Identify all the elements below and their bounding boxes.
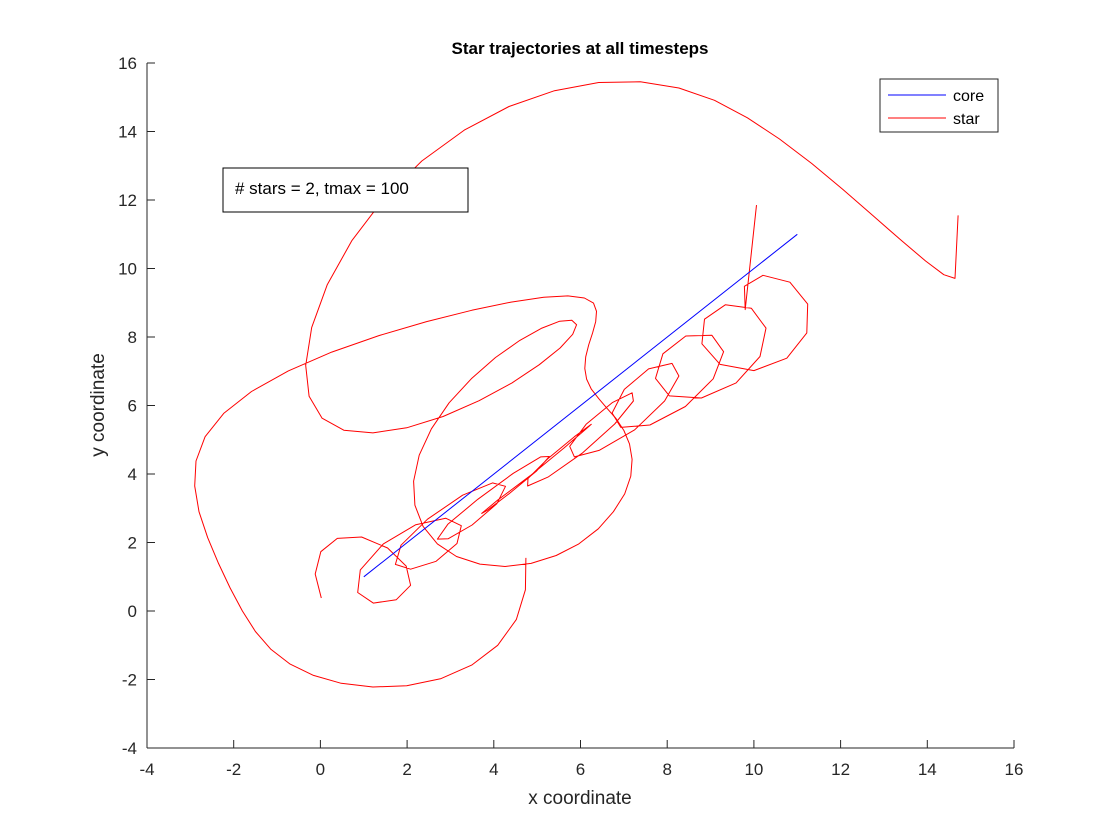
y-tick-label: 4 — [128, 465, 137, 484]
y-tick-label: -2 — [122, 671, 137, 690]
x-tick-label: 4 — [489, 760, 498, 779]
y-axis-label: y coordinate — [88, 353, 109, 457]
x-tick-label: 2 — [402, 760, 411, 779]
legend: core star — [879, 78, 999, 133]
y-tick-label: 10 — [118, 260, 137, 279]
x-tick-label: 12 — [831, 760, 850, 779]
x-tick-label: -2 — [226, 760, 241, 779]
legend-label-star: star — [953, 111, 980, 128]
annotation-box: # stars = 2, tmax = 100 — [222, 167, 469, 213]
x-tick-label: 0 — [316, 760, 325, 779]
y-tick-label: 16 — [118, 54, 137, 73]
y-tick-label: 0 — [128, 602, 137, 621]
y-ticks: -4 -2 0 2 4 6 8 10 12 14 16 — [118, 54, 155, 758]
x-tick-label: -4 — [139, 760, 154, 779]
y-tick-label: -4 — [122, 739, 137, 758]
series-line-star-1 — [314, 205, 809, 604]
x-tick-label: 6 — [576, 760, 585, 779]
x-tick-label: 16 — [1005, 760, 1024, 779]
series-line-core-0 — [363, 233, 798, 578]
chart-title: Star trajectories at all timesteps — [451, 39, 708, 58]
legend-box — [879, 78, 999, 133]
y-tick-label: 14 — [118, 123, 137, 142]
y-tick-label: 2 — [128, 534, 137, 553]
x-axis-label: x coordinate — [528, 788, 632, 809]
x-tick-label: 8 — [662, 760, 671, 779]
annotation-text: # stars = 2, tmax = 100 — [235, 179, 409, 198]
x-ticks: -4 -2 0 2 4 6 8 10 12 14 16 — [139, 740, 1023, 779]
y-tick-label: 6 — [128, 397, 137, 416]
x-tick-label: 14 — [918, 760, 937, 779]
x-tick-label: 10 — [744, 760, 763, 779]
legend-label-core: core — [953, 88, 984, 105]
y-tick-label: 12 — [118, 191, 137, 210]
y-tick-label: 8 — [128, 328, 137, 347]
